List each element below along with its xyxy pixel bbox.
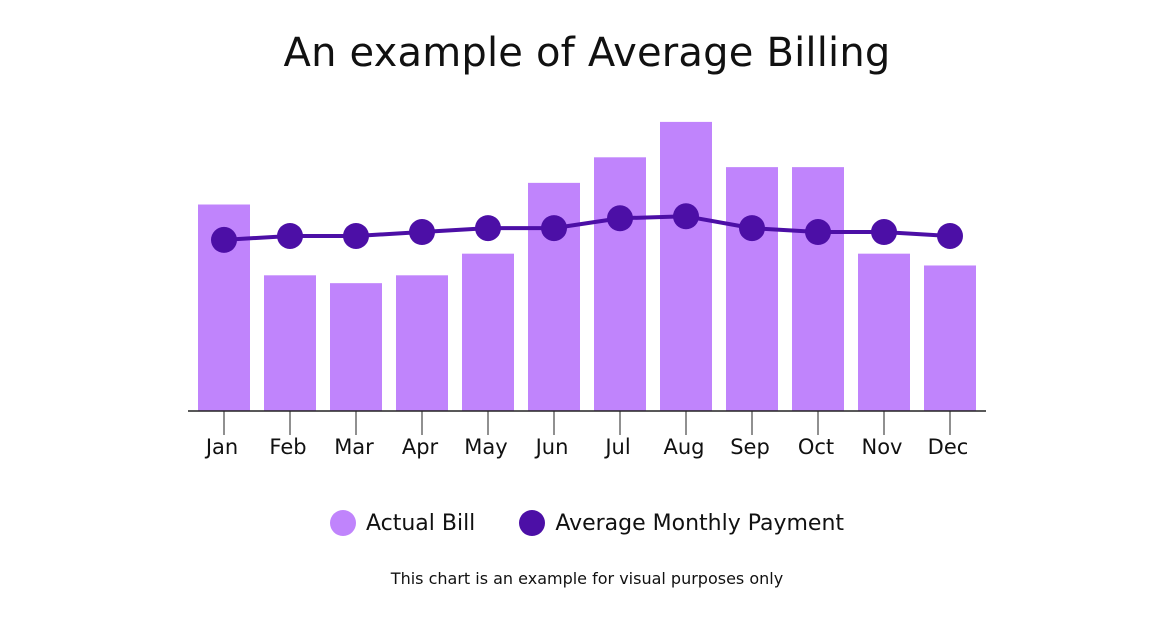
chart-title: An example of Average Billing [283, 30, 891, 76]
bar-sep [726, 167, 778, 411]
legend: Actual Bill Average Monthly Payment [0, 510, 1174, 536]
average-payment-point-aug [673, 203, 699, 230]
average-payment-point-nov [871, 219, 897, 246]
bar-apr [396, 275, 448, 411]
legend-swatch-average-monthly-payment [519, 510, 546, 536]
average-payment-point-jan [211, 226, 237, 253]
bar-nov [858, 253, 910, 411]
bar-group [198, 121, 976, 412]
x-tick-labels: Jan Feb Mar Apr May Jun Jul Aug Sep Oct Nov Dec [204, 435, 969, 459]
x-tick-label-jun: Jun [534, 435, 569, 459]
bar-jul [594, 157, 646, 411]
legend-label-actual-bill: Actual Bill [365, 510, 476, 536]
average-payment-point-jul [607, 205, 633, 232]
bar-aug [660, 121, 712, 412]
bar-dec [924, 265, 976, 411]
chart-note: This chart is an example for visual purp… [390, 569, 784, 588]
legend-item-average-monthly-payment: Average Monthly Payment [519, 510, 844, 536]
average-payment-point-sep [739, 215, 765, 242]
x-tick-label-aug: Aug [663, 435, 704, 459]
line-group [211, 203, 963, 253]
average-payment-point-oct [805, 219, 831, 246]
x-tick-label-jan: Jan [204, 435, 238, 459]
x-tick-label-apr: Apr [402, 435, 439, 459]
x-ticks [223, 411, 951, 435]
average-payment-point-feb [277, 222, 303, 249]
average-payment-point-mar [343, 222, 369, 249]
legend-label-average-monthly-payment: Average Monthly Payment [555, 510, 845, 536]
average-payment-point-jun [541, 215, 567, 242]
bar-may [462, 253, 514, 411]
x-tick-label-mar: Mar [334, 435, 374, 459]
x-tick-label-sep: Sep [730, 435, 770, 459]
x-tick-label-feb: Feb [269, 435, 306, 459]
average-payment-point-apr [409, 219, 435, 246]
x-tick-label-oct: Oct [798, 435, 834, 459]
x-tick-label-may: May [464, 435, 507, 459]
x-tick-label-jul: Jul [603, 435, 630, 459]
bar-mar [330, 283, 382, 411]
bar-feb [264, 275, 316, 411]
bar-oct [792, 167, 844, 411]
x-tick-label-nov: Nov [862, 435, 903, 459]
legend-swatch-actual-bill [329, 510, 356, 536]
legend-item-actual-bill: Actual Bill [329, 510, 476, 536]
average-payment-point-may [475, 215, 501, 242]
average-payment-point-dec [937, 222, 963, 249]
x-tick-label-dec: Dec [928, 435, 969, 459]
